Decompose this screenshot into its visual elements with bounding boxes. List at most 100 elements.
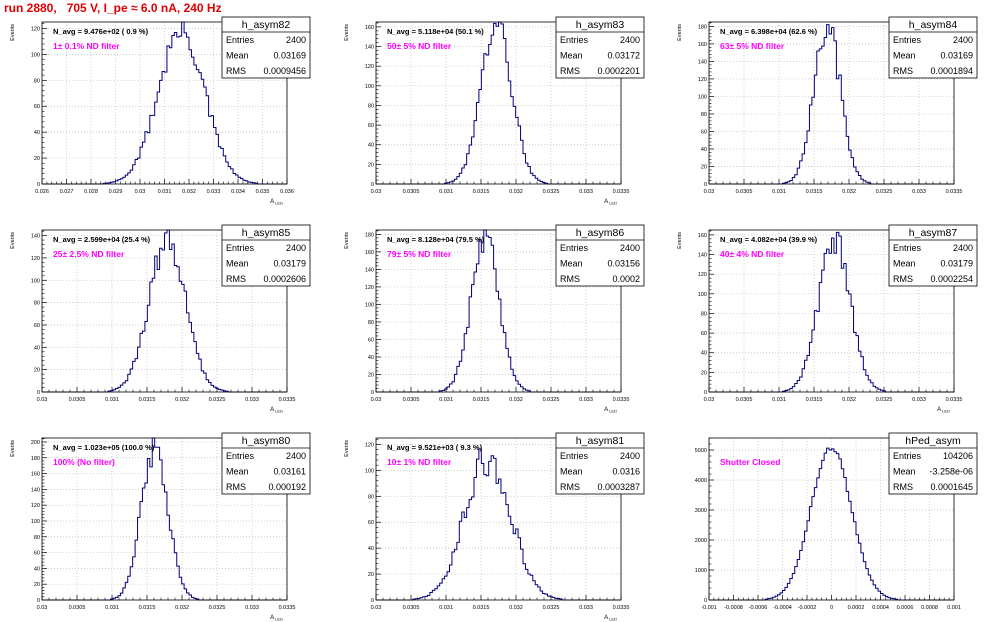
x-axis-label: A LED xyxy=(604,199,617,206)
y-tick-label: 120 xyxy=(698,77,707,83)
histogram-name: h_asym85 xyxy=(242,227,291,239)
stat-label-rms: RMS xyxy=(560,274,580,284)
plot-frame xyxy=(41,21,288,185)
y-tick-label: 100 xyxy=(698,292,707,298)
x-tick-label: 0.033 xyxy=(579,605,593,611)
x-tick-label: 0.0305 xyxy=(403,605,420,611)
y-tick-label: 100 xyxy=(31,52,40,58)
stat-value-mean: -3.258e-06 xyxy=(929,467,973,477)
x-tick-label: 0.031 xyxy=(439,397,453,403)
x-tick-label: 0.032 xyxy=(175,605,189,611)
x-tick-label: -0.0008 xyxy=(724,605,743,611)
stat-label-mean: Mean xyxy=(560,51,583,61)
run-title: run 2880, 705 V, I_pe ≈ 6.0 nA, 240 Hz xyxy=(4,1,222,15)
x-tick-label: 0.028 xyxy=(84,189,98,195)
stat-label-entries: Entries xyxy=(226,35,255,45)
x-axis-label: A LED xyxy=(270,199,283,206)
stat-value-rms: 0.0003287 xyxy=(597,482,640,492)
stat-label-mean: Mean xyxy=(893,259,916,269)
y-tick-label: 0 xyxy=(704,598,707,604)
x-tick-label: 0.03 xyxy=(704,397,715,403)
x-tick-label: 0.0315 xyxy=(473,189,490,195)
n-average-label: N_avg = 2.599e+04 (25.4 %) xyxy=(53,235,151,244)
y-tick-label: 60 xyxy=(368,123,374,129)
x-tick-label: 0.031 xyxy=(772,397,786,403)
stat-label-mean: Mean xyxy=(226,259,249,269)
x-tick-label: 0.03 xyxy=(704,189,715,195)
stat-label-entries: Entries xyxy=(226,451,255,461)
histogram-panel-hPed_asym: -0.001 -0.0008 -0.0006 -0.0004 -0.0002 0 0.000… xyxy=(695,432,978,611)
plot-frame xyxy=(375,229,622,393)
x-tick-label: 0 xyxy=(830,605,833,611)
y-tick-label: 100 xyxy=(31,519,40,525)
y-tick-label: 0 xyxy=(371,182,374,188)
y-tick-label: 60 xyxy=(34,104,40,110)
y-axis-label: Events xyxy=(10,232,16,249)
x-axis-label: A LED xyxy=(270,407,283,414)
x-tick-label: 0.0305 xyxy=(403,397,420,403)
y-tick-label: 20 xyxy=(34,582,40,588)
filter-annotation: 10± 1% ND filter xyxy=(387,457,452,467)
y-tick-label: 100 xyxy=(698,94,707,100)
stats-box: hPed_asym Entries 104206 Mean -3.258e-06 RMS 0… xyxy=(888,432,978,495)
stat-label-entries: Entries xyxy=(560,243,589,253)
histogram-name: h_asym80 xyxy=(242,435,291,447)
histogram-name: hPed_asym xyxy=(905,435,961,447)
y-tick-label: 80 xyxy=(34,535,40,541)
histogram-line xyxy=(42,21,287,185)
y-tick-label: 40 xyxy=(368,546,374,552)
y-tick-label: 120 xyxy=(365,64,374,70)
plot-frame xyxy=(375,437,622,601)
x-tick-label: 0.03 xyxy=(37,397,48,403)
y-tick-label: 140 xyxy=(365,267,374,273)
x-tick-label: 0.03 xyxy=(37,605,48,611)
histogram-panel-h_asym85: 0.03 0.0305 0.031 0.0315 0.032 0.0325 0.033 0.0… xyxy=(10,224,311,414)
histogram-name: h_asym83 xyxy=(576,19,625,31)
stats-box-frame xyxy=(555,432,645,495)
y-tick-label: 100 xyxy=(31,278,40,284)
plot-frame xyxy=(41,437,288,601)
stat-value-entries: 2400 xyxy=(620,451,640,461)
y-tick-label: 180 xyxy=(365,232,374,238)
stat-label-mean: Mean xyxy=(226,51,249,61)
y-tick-label: 120 xyxy=(31,503,40,509)
stat-value-rms: 0.0009456 xyxy=(263,66,306,76)
histogram-name: h_asym82 xyxy=(242,19,291,31)
histogram-name: h_asym84 xyxy=(909,19,958,31)
x-tick-label: 0.03 xyxy=(371,605,382,611)
y-tick-label: 40 xyxy=(34,130,40,136)
x-tick-label: 0.033 xyxy=(245,397,259,403)
y-tick-label: 160 xyxy=(698,42,707,48)
x-tick-label: 0.0335 xyxy=(279,605,296,611)
filter-annotation: 25± 2.5% ND filter xyxy=(53,249,125,259)
n-average-label: N_avg = 5.118e+04 (50.1 %) xyxy=(387,27,484,36)
filter-annotation: 40± 4% ND filter xyxy=(720,249,785,259)
stat-label-mean: Mean xyxy=(560,467,583,477)
x-tick-label: 0.029 xyxy=(109,189,123,195)
filter-annotation: 50± 5% ND filter xyxy=(387,41,452,51)
x-tick-label: 0.0335 xyxy=(613,605,630,611)
y-tick-label: 100 xyxy=(365,302,374,308)
stats-box: h_asym81 Entries 2400 Mean 0.0316 RMS 0.000328… xyxy=(555,432,645,495)
stat-value-rms: 0.0002254 xyxy=(930,274,973,284)
stat-value-rms: 0.0001645 xyxy=(930,482,973,492)
x-tick-label: 0.0325 xyxy=(543,397,560,403)
y-tick-label: 20 xyxy=(701,164,707,170)
y-tick-label: 140 xyxy=(698,59,707,65)
stats-box-frame xyxy=(888,16,978,79)
x-tick-label: 0.0325 xyxy=(543,605,560,611)
y-tick-label: 160 xyxy=(698,233,707,239)
y-tick-label: 100 xyxy=(365,84,374,90)
y-tick-label: 60 xyxy=(368,520,374,526)
histogram-panel-h_asym87: 0.03 0.0305 0.031 0.0315 0.032 0.0325 0.033 0.0… xyxy=(677,224,978,414)
y-tick-label: 0 xyxy=(371,598,374,604)
x-tick-label: 0.0006 xyxy=(897,605,914,611)
y-tick-label: 80 xyxy=(34,78,40,84)
x-tick-label: 0.031 xyxy=(105,397,119,403)
stats-box: h_asym85 Entries 2400 Mean 0.03179 RMS 0.00026… xyxy=(221,224,311,287)
x-tick-label: 0.032 xyxy=(509,605,523,611)
y-tick-label: 40 xyxy=(701,147,707,153)
x-tick-label: 0.031 xyxy=(439,605,453,611)
x-tick-label: 0.0315 xyxy=(139,397,156,403)
